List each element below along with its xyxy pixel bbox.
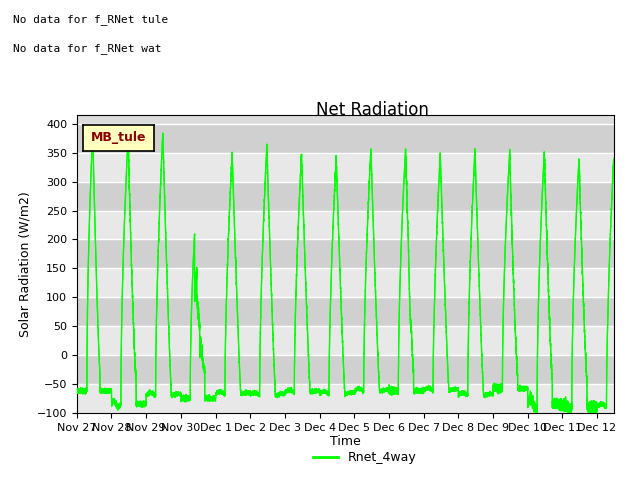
Bar [77,153,614,181]
Rnet_4way [73,389,81,395]
X-axis label: Time: Time [330,435,361,448]
Bar [77,240,614,268]
Bar [77,384,614,413]
Text: No data for f_RNet tule: No data for f_RNet tule [13,14,168,25]
Y-axis label: Solar Radiation (W/m2): Solar Radiation (W/m2) [18,191,31,337]
Rnet_4way [207,394,214,400]
Bar [77,297,614,326]
Bar [77,211,614,240]
Rnet_4way [611,180,618,186]
Rnet_4way [566,412,573,418]
Bar [77,355,614,384]
Rnet_4way [418,386,426,392]
Text: MB_tule: MB_tule [91,132,146,144]
Rnet_4way [398,223,406,228]
Rnet_4way [576,177,584,182]
Title: Net Radiation: Net Radiation [316,101,429,119]
Bar [77,181,614,211]
Text: No data for f_RNet wat: No data for f_RNet wat [13,43,161,54]
Line: Rnet_4way: Rnet_4way [77,133,614,415]
Rnet_4way [327,278,335,284]
Rnet_4way [458,389,466,395]
Bar [77,268,614,297]
Legend: Rnet_4way: Rnet_4way [308,446,422,469]
Rnet_4way [89,130,97,136]
Bar [77,124,614,153]
Bar [77,326,614,355]
